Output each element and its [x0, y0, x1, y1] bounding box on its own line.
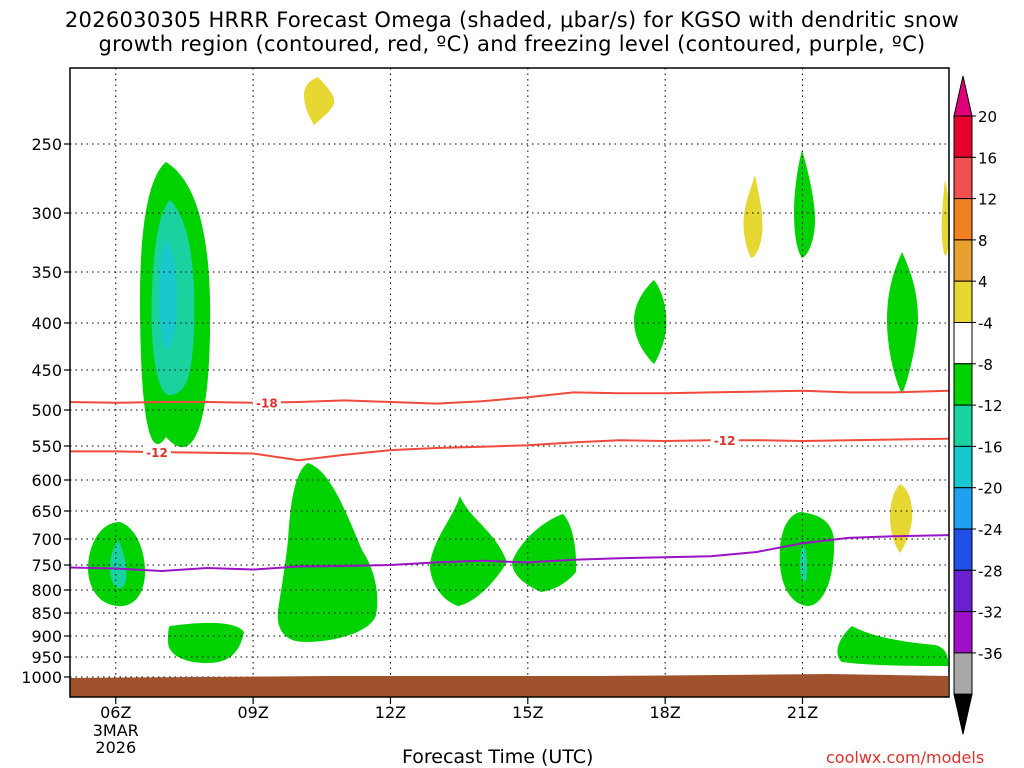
freezing-level-contour: [69, 534, 950, 573]
colorbar-band-1: [953, 115, 973, 158]
y-tick-label-350: 350: [31, 263, 62, 282]
colorbar-band-5: [953, 280, 973, 324]
contour-label-bg: [252, 394, 281, 410]
omega-region-7: [168, 622, 244, 664]
y-tick-label-300: 300: [31, 204, 62, 223]
colorbar-label-9: -16: [978, 438, 1003, 456]
x-tick-label-18Z: 18Z: [649, 703, 680, 722]
colorbar-label-12: -28: [978, 562, 1003, 580]
colorbar-band-9: [953, 445, 973, 489]
y-tick-label-900: 900: [31, 627, 62, 646]
contour-label--18: -18: [256, 397, 278, 411]
omega-region-8: [430, 496, 507, 606]
colorbar-top-cap: [953, 75, 973, 117]
omega-region-15: [837, 626, 949, 666]
omega-region-11: [794, 150, 815, 258]
y-tick-label-700: 700: [31, 530, 62, 549]
y-tick-label-500: 500: [31, 401, 62, 420]
colorbar-label-13: -32: [978, 604, 1003, 622]
colorbar-label-3: 12: [978, 191, 997, 209]
colorbar-label-6: -4: [978, 315, 993, 333]
x-tick-sublabel-1: 3MAR: [93, 721, 139, 740]
y-tick-label-1000: 1000: [21, 668, 62, 687]
colorbar-label-7: -8: [978, 356, 993, 374]
colorbar-band-12: [953, 569, 973, 613]
y-tick-label-950: 950: [31, 648, 62, 667]
colorbar-band-8: [953, 404, 973, 447]
y-tick-label-800: 800: [31, 581, 62, 600]
colorbar-band-14: [953, 652, 973, 695]
omega-region-5: [109, 540, 127, 589]
omega-region-9: [512, 514, 577, 592]
x-tick-label-09Z: 09Z: [237, 703, 268, 722]
omega-shading-layer: [88, 77, 950, 666]
omega-region-12: [887, 252, 918, 394]
x-tick-label-15Z: 15Z: [512, 703, 543, 722]
x-tick-sublabel-2: 2026: [95, 738, 136, 757]
omega-region-17: [743, 175, 763, 258]
x-tick-label-12Z: 12Z: [375, 703, 406, 722]
y-tick-label-450: 450: [31, 361, 62, 380]
contour-label--12: -12: [146, 446, 168, 460]
colorbar-band-4: [953, 239, 973, 282]
x-axis-label: Forecast Time (UTC): [402, 746, 594, 768]
colorbar-label-2: 16: [978, 149, 997, 167]
colorbar-label-4: 8: [978, 232, 988, 250]
colorbar-band-10: [953, 487, 973, 530]
contour-layer: -18 -12 -12: [69, 389, 950, 573]
y-tick-label-750: 750: [31, 556, 62, 575]
contour-label-bg: [142, 444, 171, 460]
omega-region-14: [800, 545, 808, 582]
colorbar-band-11: [953, 528, 973, 571]
axes-layer: 250 300 350 400 450 500 550 600 650 700 750 800 850 9…: [21, 67, 950, 757]
colorbar-band-7: [953, 363, 973, 406]
chart-title-line-2: growth region (contoured, red, ºC) and f…: [98, 32, 926, 56]
colorbar-label-14: -36: [978, 645, 1003, 663]
omega-region-18: [941, 180, 950, 256]
plot-frame: [69, 67, 950, 698]
omega-region-19: [890, 484, 913, 553]
isotherm-contour--18: [69, 389, 950, 405]
y-tick-label-850: 850: [31, 604, 62, 623]
y-tick-label-400: 400: [31, 314, 62, 333]
omega-region-10: [634, 280, 667, 364]
colorbar-label-8: -12: [978, 397, 1003, 415]
colorbar-bottom-cap: [953, 693, 973, 735]
contour-label--12-b: -12: [714, 434, 736, 448]
chart-title-line-1: 2026030305 HRRR Forecast Omega (shaded, …: [64, 8, 960, 32]
x-tick-label-06Z: 06Z: [100, 703, 131, 722]
colorbar-label-5: 4: [978, 273, 988, 291]
colorbar: 20 16 12 8 4 -4 -8 -12 -16 -20 -24 -28 -32 -36: [953, 75, 1003, 735]
credit-link[interactable]: coolwx.com/models: [826, 748, 985, 767]
y-tick-label-550: 550: [31, 437, 62, 456]
ground-surface: [70, 674, 948, 697]
colorbar-band-13: [953, 611, 973, 654]
y-tick-label-600: 600: [31, 471, 62, 490]
x-tick-label-21Z: 21Z: [787, 703, 818, 722]
colorbar-label-10: -20: [978, 480, 1003, 498]
colorbar-band-6: [953, 322, 973, 365]
ground-layer: [70, 674, 948, 697]
omega-region-6: [277, 463, 378, 642]
y-tick-label-650: 650: [31, 502, 62, 521]
isotherm-contour--12: [70, 437, 950, 462]
colorbar-band-3: [953, 198, 973, 241]
omega-region-16: [304, 77, 335, 125]
contour-label-bg: [710, 432, 739, 448]
colorbar-band-2: [953, 156, 973, 200]
colorbar-label-11: -24: [978, 521, 1003, 539]
colorbar-label-1: 20: [978, 108, 997, 126]
y-tick-label-250: 250: [31, 135, 62, 154]
